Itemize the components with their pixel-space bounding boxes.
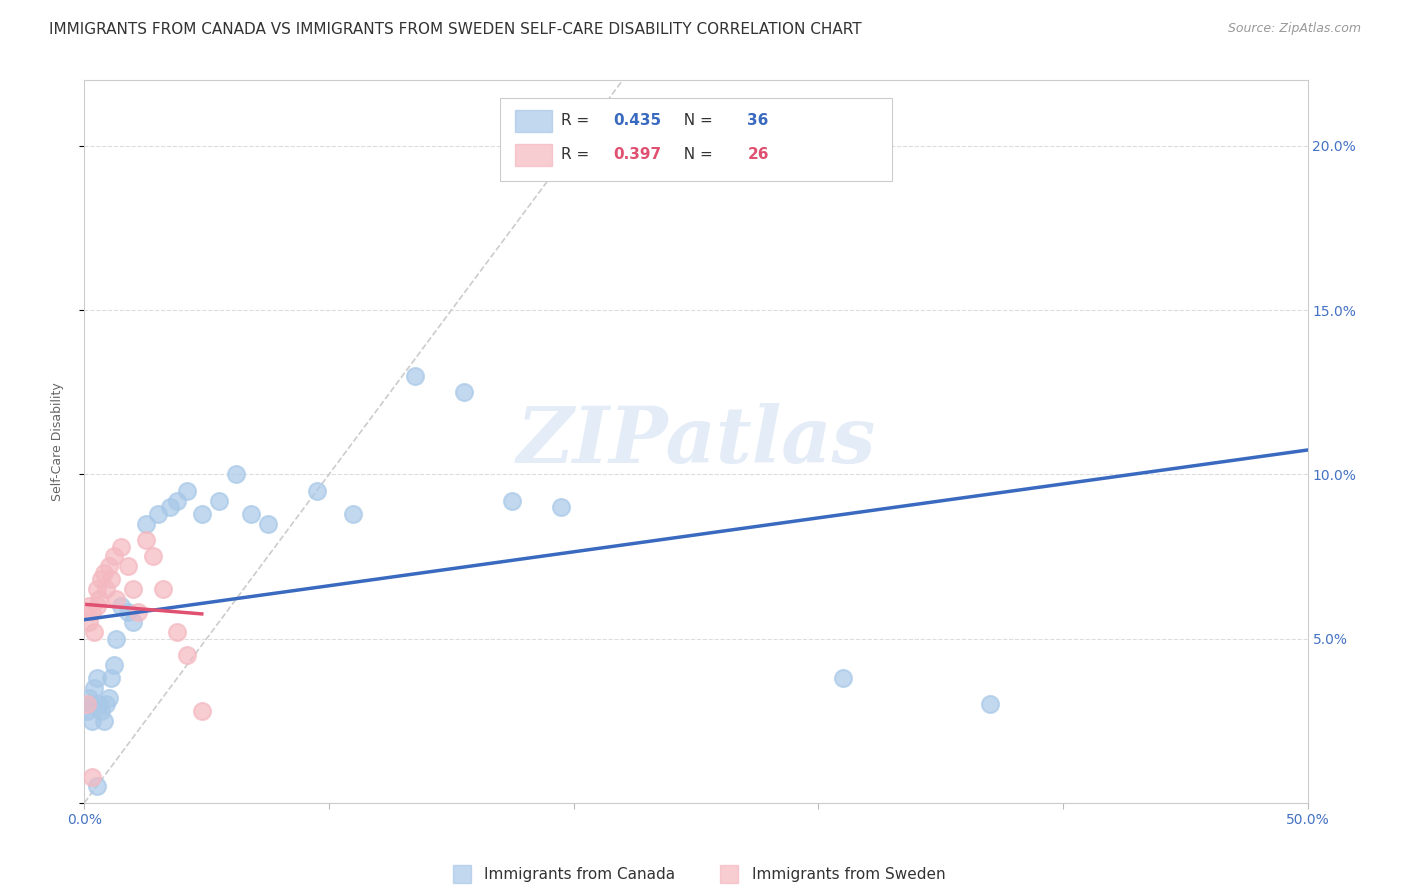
Point — [80, 714, 103, 728]
Point — [142, 549, 165, 564]
Point — [117, 559, 139, 574]
Point — [87, 698, 110, 712]
Text: R =: R = — [561, 147, 595, 162]
Point — [550, 500, 572, 515]
Point — [159, 500, 181, 515]
Point — [135, 533, 157, 547]
Point — [176, 648, 198, 662]
Point — [342, 507, 364, 521]
Point — [76, 698, 98, 712]
Point — [502, 493, 524, 508]
Point — [86, 582, 108, 597]
Point — [103, 549, 125, 564]
Point — [90, 573, 112, 587]
Point — [453, 385, 475, 400]
Point — [146, 507, 169, 521]
Point — [135, 516, 157, 531]
Point — [77, 615, 100, 630]
Point — [93, 714, 115, 728]
Point — [87, 592, 110, 607]
Point — [208, 493, 231, 508]
Point — [96, 582, 118, 597]
Point — [191, 704, 214, 718]
Text: 0.435: 0.435 — [613, 113, 661, 128]
Point — [122, 615, 145, 630]
FancyBboxPatch shape — [515, 144, 551, 166]
Point — [100, 573, 122, 587]
Point — [80, 770, 103, 784]
Point — [86, 780, 108, 794]
Point — [105, 592, 128, 607]
Point — [103, 657, 125, 672]
FancyBboxPatch shape — [501, 98, 891, 181]
Point — [110, 540, 132, 554]
Legend: Immigrants from Canada, Immigrants from Sweden: Immigrants from Canada, Immigrants from … — [440, 861, 952, 888]
Text: 0.397: 0.397 — [613, 147, 661, 162]
Text: 26: 26 — [748, 147, 769, 162]
Point — [257, 516, 280, 531]
Point — [176, 483, 198, 498]
Point — [166, 493, 188, 508]
Point — [305, 483, 328, 498]
Point — [105, 632, 128, 646]
Point — [152, 582, 174, 597]
Point — [166, 625, 188, 640]
Text: 36: 36 — [748, 113, 769, 128]
Point — [77, 690, 100, 705]
Point — [239, 507, 262, 521]
Point — [191, 507, 214, 521]
Point — [76, 704, 98, 718]
Text: N =: N = — [673, 113, 717, 128]
Point — [831, 671, 853, 685]
Point — [80, 698, 103, 712]
Point — [110, 599, 132, 613]
Point — [80, 605, 103, 619]
Text: R =: R = — [561, 113, 595, 128]
Point — [86, 671, 108, 685]
Text: ZIPatlas: ZIPatlas — [516, 403, 876, 480]
Point — [83, 681, 105, 695]
Point — [97, 559, 120, 574]
Point — [96, 698, 118, 712]
Point — [122, 582, 145, 597]
Text: Source: ZipAtlas.com: Source: ZipAtlas.com — [1227, 22, 1361, 36]
Point — [90, 704, 112, 718]
Point — [117, 605, 139, 619]
Point — [404, 368, 426, 383]
Point — [86, 599, 108, 613]
Point — [225, 467, 247, 482]
Text: IMMIGRANTS FROM CANADA VS IMMIGRANTS FROM SWEDEN SELF-CARE DISABILITY CORRELATIO: IMMIGRANTS FROM CANADA VS IMMIGRANTS FRO… — [49, 22, 862, 37]
Text: N =: N = — [673, 147, 717, 162]
FancyBboxPatch shape — [515, 110, 551, 132]
Point — [83, 625, 105, 640]
Point — [97, 690, 120, 705]
Y-axis label: Self-Care Disability: Self-Care Disability — [51, 382, 63, 501]
Point — [979, 698, 1001, 712]
Point — [127, 605, 149, 619]
Point — [77, 599, 100, 613]
Point — [93, 566, 115, 580]
Point — [100, 671, 122, 685]
